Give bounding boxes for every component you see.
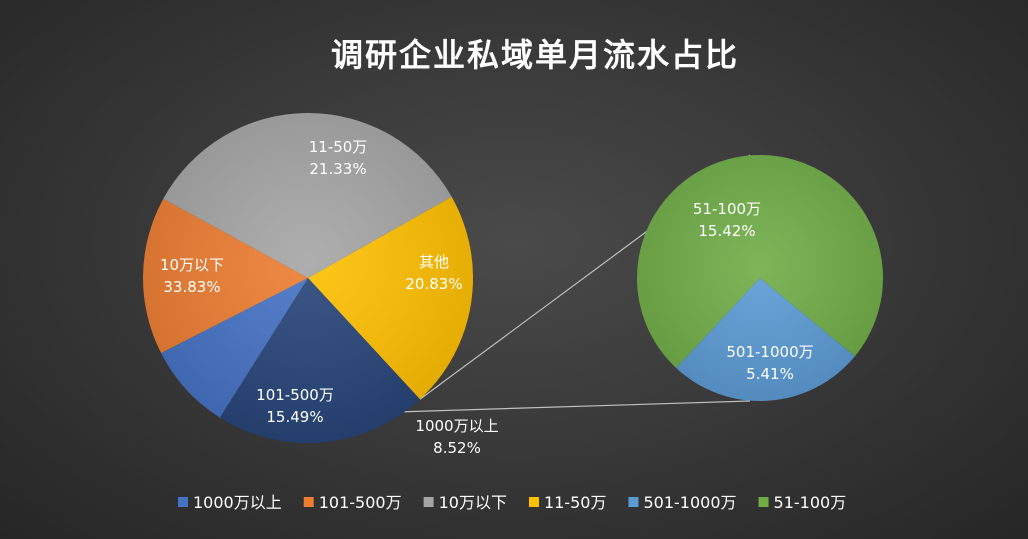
- legend-label-2: 10万以下: [439, 493, 507, 512]
- secondary-pie: [636, 155, 883, 402]
- legend-swatch-1: [303, 497, 314, 507]
- main-pie-shading: [143, 113, 473, 443]
- chart-title: 调研企业私域单月流水占比: [331, 36, 739, 74]
- legend-label-0: 1000万以上: [193, 493, 282, 512]
- secondary-pie-shading: [637, 155, 883, 401]
- main-3-value-label: 15.49%: [266, 408, 323, 426]
- secondary-1-name-label: 501-1000万: [726, 343, 813, 361]
- legend-swatch-3: [528, 497, 539, 507]
- secondary-0-value-label: 15.42%: [698, 222, 755, 240]
- main-0-name-label: 11-50万: [309, 138, 368, 156]
- main-4-name-label: 10万以下: [160, 256, 224, 274]
- legend-swatch-0: [178, 497, 188, 507]
- main-3-name-label: 101-500万: [256, 386, 334, 404]
- main-2-name-label: 1000万以上: [415, 417, 498, 435]
- secondary-1-value-label: 5.41%: [746, 365, 794, 383]
- legend-swatch-2: [423, 497, 434, 507]
- legend-swatch-4: [628, 497, 639, 507]
- legend: 1000万以上 101-500万 10万以下 11-50万 501-1000万 51-10…: [178, 493, 846, 512]
- main-pie: [142, 112, 474, 444]
- legend-label-5: 51-100万: [774, 493, 847, 512]
- legend-swatch-5: [758, 497, 769, 507]
- legend-label-3: 11-50万: [544, 493, 607, 512]
- main-1-value-label: 20.83%: [405, 275, 462, 293]
- main-4-value-label: 33.83%: [163, 278, 220, 296]
- data-labels: 11-50万 21.33% 其他 20.83% 1000万以上 8.52% 101-500万…: [160, 138, 814, 457]
- legend-label-4: 501-1000万: [643, 493, 736, 512]
- legend-label-1: 101-500万: [319, 493, 402, 512]
- main-2-value-label: 8.52%: [433, 439, 481, 457]
- main-1-name-label: 其他: [419, 253, 449, 271]
- secondary-0-name-label: 51-100万: [693, 200, 761, 218]
- main-0-value-label: 21.33%: [309, 160, 366, 178]
